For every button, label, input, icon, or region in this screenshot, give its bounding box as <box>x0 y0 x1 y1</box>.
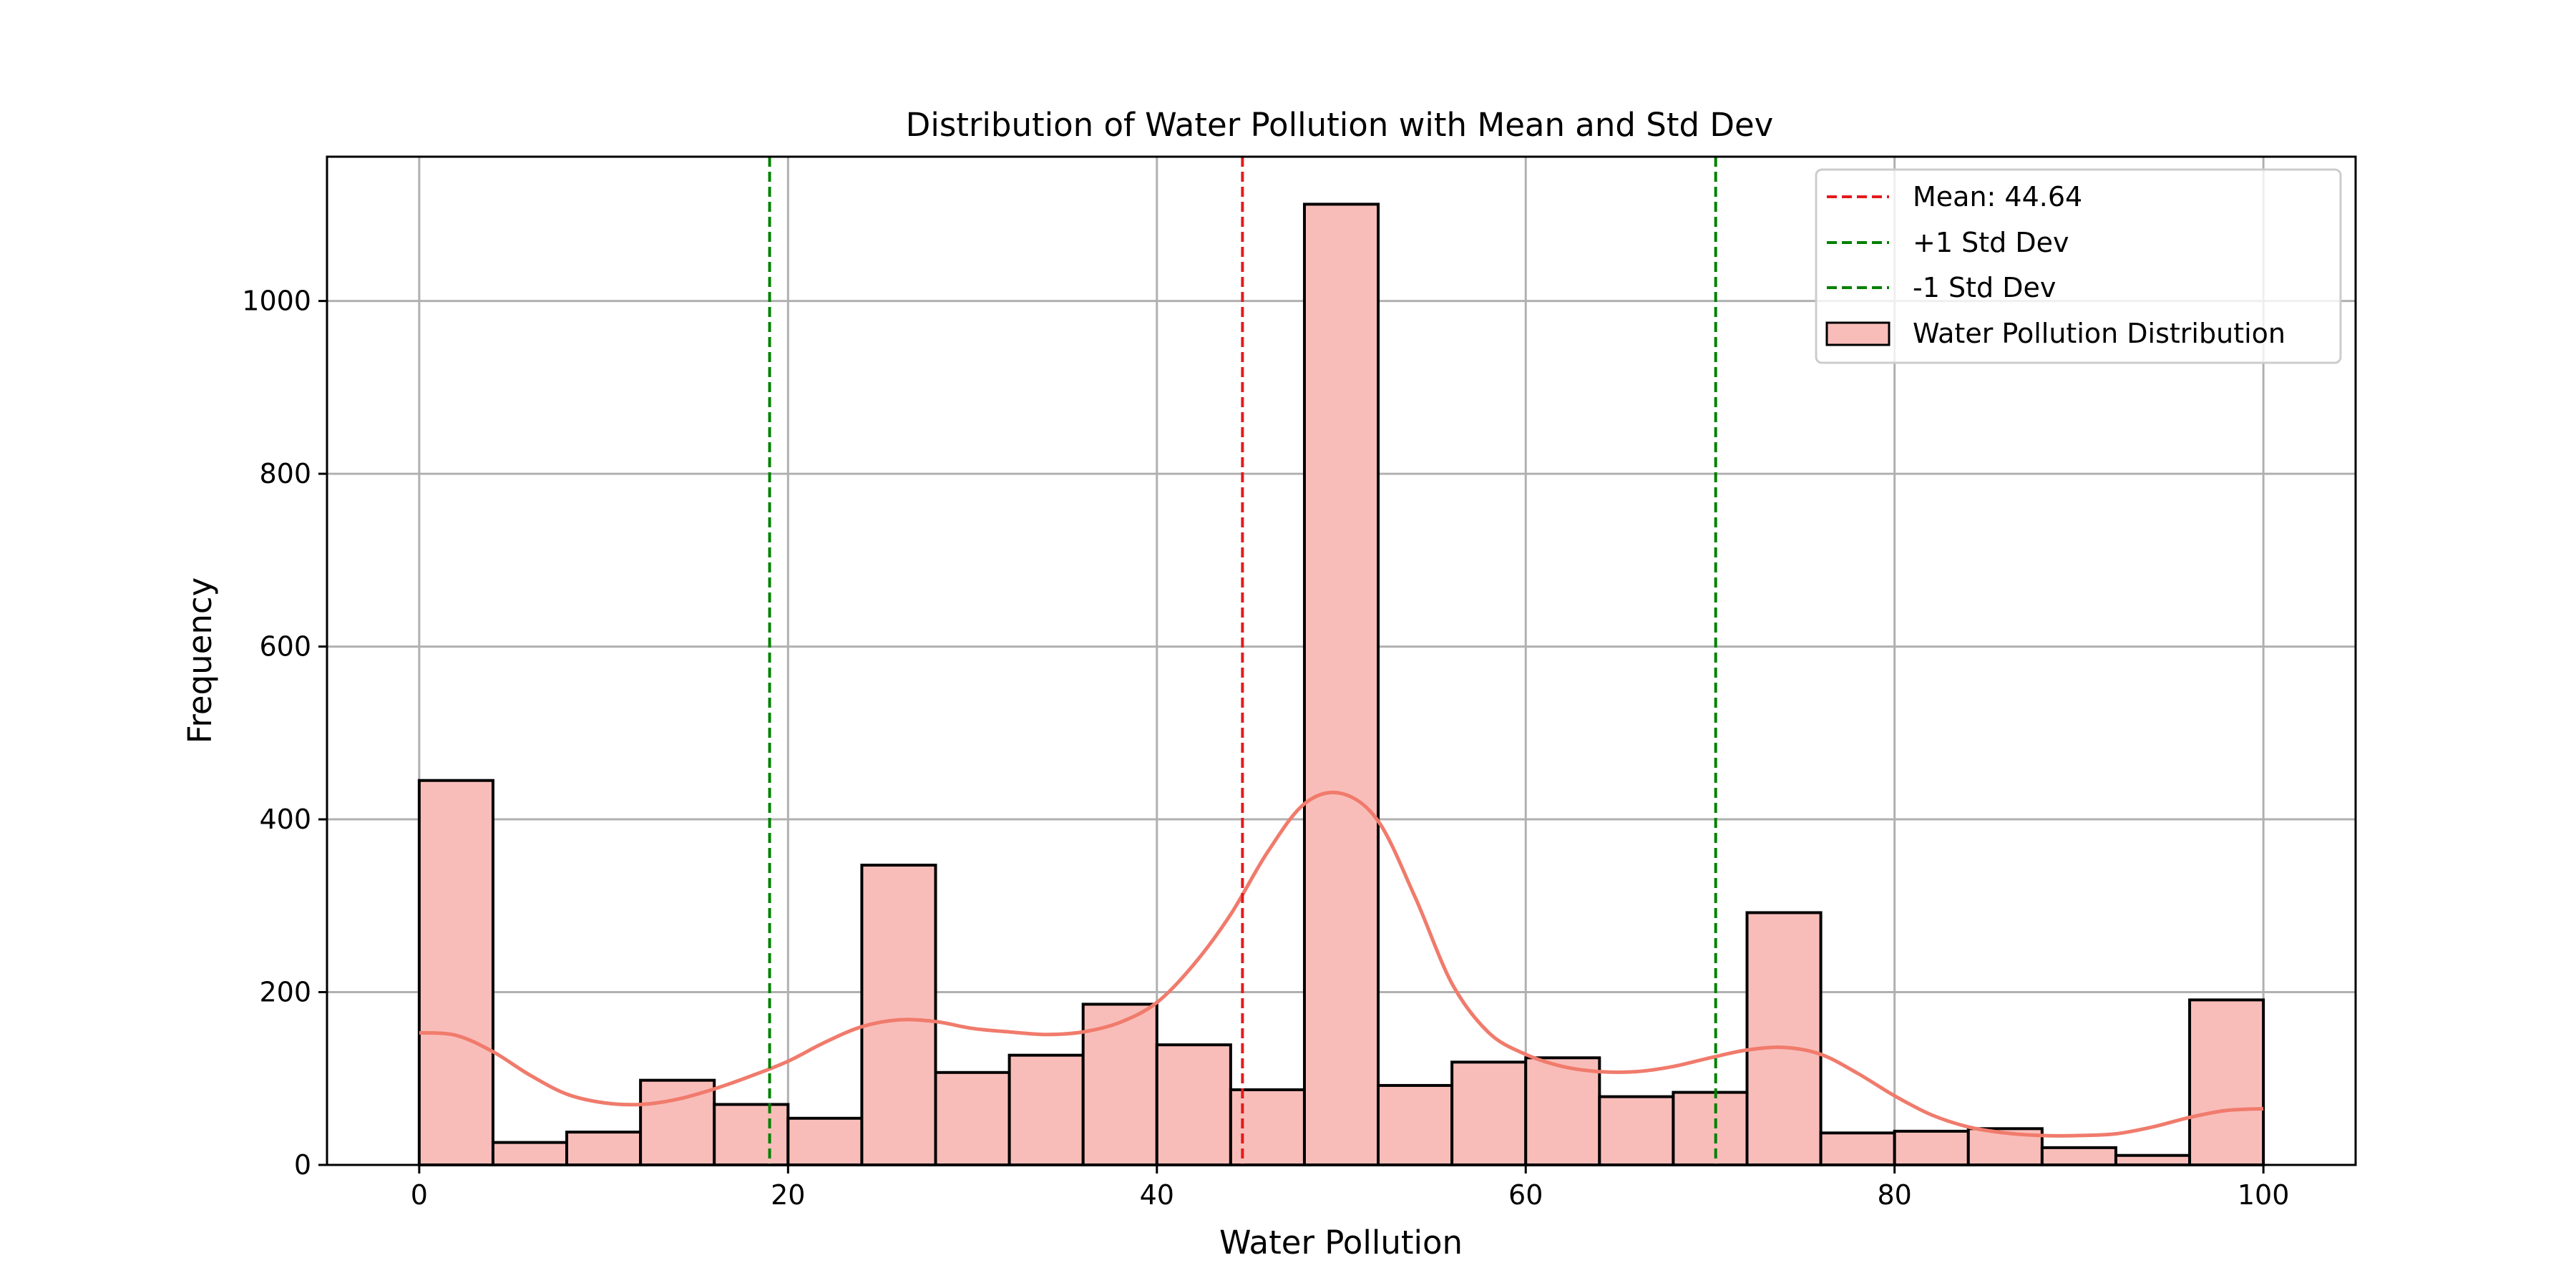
histogram-bar <box>2040 1146 2117 1167</box>
histogram-bar <box>491 1141 569 1166</box>
histogram-bar <box>1008 1053 1085 1166</box>
kde-line <box>419 790 2264 1138</box>
legend-mean-label: Mean: 44.64 <box>1913 181 2082 213</box>
chart-title: Distribution of Water Pollution with Mea… <box>906 106 1774 144</box>
y-tick-label: 800 <box>259 458 311 489</box>
y-tick-label: 0 <box>294 1149 311 1181</box>
histogram-bar <box>565 1131 643 1167</box>
histogram-bar <box>1745 911 1823 1166</box>
legend-box <box>1815 168 2342 364</box>
histogram-bar <box>786 1116 864 1166</box>
plot-frame <box>326 155 2357 1166</box>
legend: Mean: 44.64 +1 Std Dev -1 Std Dev Water … <box>1815 168 2342 364</box>
histogram-bar <box>1893 1129 1970 1166</box>
histogram-bar <box>417 779 494 1167</box>
histogram-bar <box>1377 1083 1454 1166</box>
legend-plus-std-label: +1 Std Dev <box>1913 227 2069 258</box>
histogram-bar <box>2188 998 2265 1166</box>
y-tick-label: 1000 <box>242 286 311 317</box>
x-tick-label: 60 <box>1508 1179 1543 1211</box>
histogram-bar <box>1819 1131 1896 1167</box>
x-tick-label: 100 <box>2238 1179 2290 1211</box>
histogram-bar <box>1598 1095 1675 1166</box>
histogram-bar <box>1524 1056 1601 1167</box>
y-axis-label: Frequency <box>181 577 219 743</box>
legend-minus-std-label: -1 Std Dev <box>1913 272 2056 303</box>
legend-hist-swatch <box>1825 321 1890 346</box>
x-tick-label: 80 <box>1878 1179 1912 1211</box>
x-axis-label: Water Pollution <box>1219 1224 1463 1262</box>
histogram-bar <box>934 1070 1011 1167</box>
histogram-bar <box>1155 1043 1232 1166</box>
kde-curve <box>419 790 2264 1138</box>
y-tick-label: 400 <box>259 804 311 835</box>
histogram-bar <box>860 864 937 1166</box>
y-tick-label: 600 <box>259 631 311 663</box>
reference-lines <box>768 157 1717 1165</box>
x-tick-label: 40 <box>1140 1179 1174 1211</box>
histogram-bar <box>713 1103 790 1166</box>
histogram-bar <box>2114 1153 2192 1167</box>
histogram-bars <box>417 203 2265 1167</box>
y-tick-label: 200 <box>259 977 311 1008</box>
x-tick-label: 0 <box>411 1179 428 1211</box>
histogram-bar <box>1302 203 1380 1167</box>
histogram-bar <box>1450 1060 1528 1166</box>
x-tick-label: 20 <box>771 1179 805 1211</box>
legend-hist-label: Water Pollution Distribution <box>1913 318 2285 349</box>
histogram-bar <box>1672 1091 1749 1166</box>
